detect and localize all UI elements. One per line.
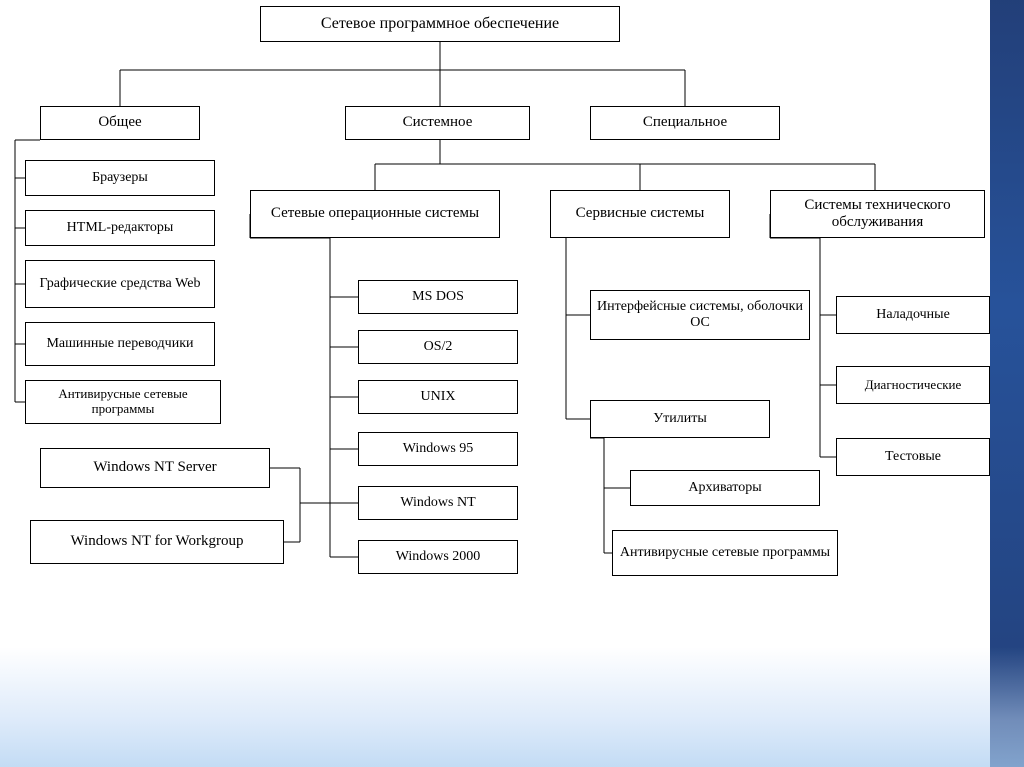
- diagram-canvas: Сетевое программное обеспечение Общее Си…: [0, 0, 1024, 767]
- node-graphics-web: Графические средства Web: [25, 260, 215, 308]
- node-interface-systems: Интерфейсные системы, оболочки ОС: [590, 290, 810, 340]
- node-debugging: Наладочные: [836, 296, 990, 334]
- node-html-editors: HTML-редакторы: [25, 210, 215, 246]
- node-winnt: Windows NT: [358, 486, 518, 520]
- node-win2000: Windows 2000: [358, 540, 518, 574]
- node-root: Сетевое программное обеспечение: [260, 6, 620, 42]
- node-nt-server: Windows NT Server: [40, 448, 270, 488]
- node-nt-workgroup: Windows NT for Workgroup: [30, 520, 284, 564]
- node-msdos: MS DOS: [358, 280, 518, 314]
- node-browsers: Браузеры: [25, 160, 215, 196]
- node-net-os: Сетевые операционные системы: [250, 190, 500, 238]
- node-diagnostic: Диагностические: [836, 366, 990, 404]
- node-tech-service: Системы технического обслуживания: [770, 190, 985, 238]
- node-archivers: Архиваторы: [630, 470, 820, 506]
- slide-bottom-gradient: [0, 647, 1024, 767]
- node-special: Специальное: [590, 106, 780, 140]
- node-win95: Windows 95: [358, 432, 518, 466]
- node-antivirus-net: Антивирусные сетевые программы: [612, 530, 838, 576]
- node-os2: OS/2: [358, 330, 518, 364]
- slide-right-strip: [990, 0, 1024, 767]
- node-service-systems: Сервисные системы: [550, 190, 730, 238]
- node-system: Системное: [345, 106, 530, 140]
- node-unix: UNIX: [358, 380, 518, 414]
- node-utilities: Утилиты: [590, 400, 770, 438]
- node-antivirus-general: Антивирусные сетевые программы: [25, 380, 221, 424]
- node-general: Общее: [40, 106, 200, 140]
- node-testing: Тестовые: [836, 438, 990, 476]
- node-translators: Машинные переводчики: [25, 322, 215, 366]
